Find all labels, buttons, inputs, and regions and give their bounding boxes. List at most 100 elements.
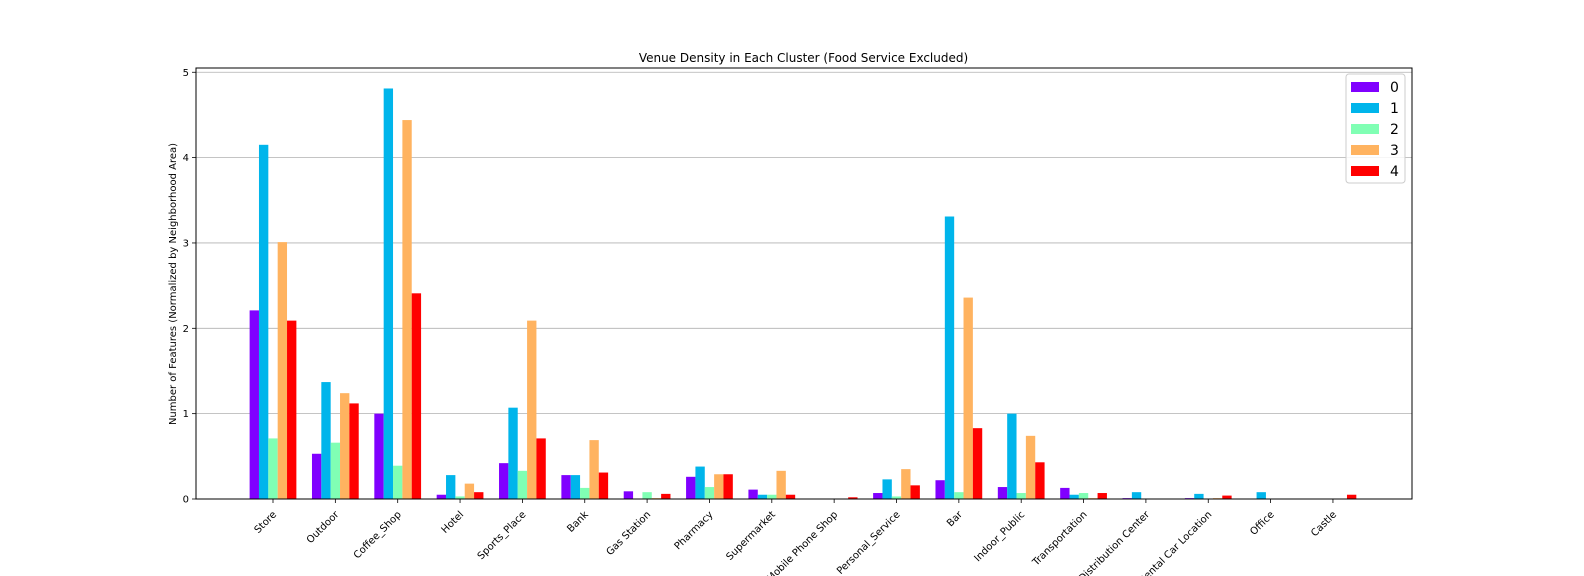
bar	[873, 493, 883, 499]
bar	[536, 438, 546, 499]
bar	[910, 485, 920, 499]
bar	[767, 494, 777, 499]
bar	[561, 475, 571, 499]
bar	[474, 492, 484, 499]
bar	[882, 479, 892, 499]
bar	[517, 470, 528, 499]
bar	[1016, 493, 1026, 499]
bar	[757, 494, 768, 499]
bar	[1078, 493, 1089, 499]
bar	[258, 144, 269, 499]
legend-swatch	[1351, 124, 1379, 134]
x-tick-label: Personal_Service	[835, 509, 903, 576]
bar	[1131, 492, 1142, 499]
y-tick-label: 1	[183, 409, 189, 420]
bar	[714, 474, 724, 499]
y-axis-label: Number of Features (Normalized by Neighb…	[168, 143, 179, 425]
bar	[436, 494, 447, 499]
bar	[383, 88, 394, 500]
x-tick-label: Gas Station	[605, 509, 654, 558]
bar	[1097, 493, 1107, 499]
bar	[527, 320, 537, 499]
x-tick-label: Mobile Phone Shop	[765, 509, 840, 576]
bar	[321, 382, 331, 499]
bar	[944, 216, 955, 499]
legend-swatch	[1351, 166, 1379, 176]
legend-label: 1	[1390, 101, 1399, 117]
y-axis: 0 1 2 3 4 5	[183, 68, 196, 506]
bar	[661, 493, 671, 499]
bar	[1060, 487, 1070, 499]
legend-label: 0	[1390, 80, 1399, 96]
bar	[954, 492, 964, 499]
x-tick-label: Castle	[1309, 509, 1339, 539]
bar	[1025, 435, 1036, 499]
bar	[340, 393, 350, 499]
legend-swatch	[1351, 103, 1379, 113]
x-tick-label: Pharmacy	[673, 509, 716, 552]
bar	[311, 453, 322, 499]
bar	[723, 474, 733, 499]
x-tick-label: Bank	[565, 509, 591, 535]
bar	[776, 470, 786, 499]
bar	[277, 242, 288, 499]
bar	[1222, 495, 1232, 499]
y-tick-label: 4	[183, 153, 189, 164]
x-tick-label: Store	[253, 509, 279, 535]
bar	[411, 293, 422, 499]
bar	[268, 438, 278, 499]
x-tick-label: Office	[1248, 509, 1276, 537]
bar	[598, 472, 609, 499]
bar	[1346, 494, 1357, 499]
bar	[1035, 462, 1045, 499]
bar	[455, 496, 465, 499]
bar	[1256, 492, 1266, 499]
bar	[748, 489, 758, 499]
bar	[508, 407, 518, 499]
bar	[972, 428, 983, 499]
x-axis: Store Outdoor Coffee_Shop Hotel Sports_Place…	[253, 499, 1339, 576]
x-tick-label: Supermarket	[724, 509, 778, 563]
bar	[785, 494, 796, 499]
bars	[249, 88, 1357, 500]
y-tick-label: 2	[183, 324, 189, 335]
bar	[1194, 493, 1204, 499]
bar	[330, 442, 341, 499]
bar	[446, 475, 456, 499]
x-tick-label: Indoor_Public	[972, 509, 1027, 564]
bar	[464, 483, 475, 499]
y-tick-label: 0	[183, 495, 189, 506]
legend-label: 4	[1390, 164, 1399, 180]
x-tick-label: Distribution Center	[1077, 509, 1153, 576]
bar	[393, 465, 403, 499]
bar	[686, 476, 696, 499]
x-tick-label: Sports_Place	[476, 509, 529, 562]
bar	[249, 310, 259, 499]
plot-frame	[195, 67, 1413, 500]
bar	[848, 497, 858, 499]
legend: 0 1 2 3 4	[1345, 73, 1406, 184]
x-tick-label: Coffee_Shop	[352, 509, 404, 561]
y-tick-label: 3	[183, 238, 189, 249]
legend-swatch	[1351, 145, 1379, 155]
bar	[997, 487, 1008, 499]
x-tick-label: Bar	[945, 509, 965, 529]
bar	[589, 440, 599, 499]
bar	[963, 297, 973, 499]
bar	[499, 463, 509, 499]
bar	[1069, 494, 1079, 499]
x-tick-label: Hotel	[440, 509, 467, 536]
chart-title: Venue Density in Each Cluster (Food Serv…	[639, 51, 968, 65]
bar	[901, 469, 911, 499]
legend-swatch	[1351, 82, 1379, 92]
y-tick-label: 5	[183, 68, 189, 79]
bar	[349, 403, 359, 499]
bar	[623, 491, 634, 499]
bar	[287, 320, 297, 499]
bar	[704, 487, 715, 499]
bar	[1007, 413, 1017, 499]
legend-label: 2	[1390, 122, 1399, 138]
bar	[642, 492, 652, 499]
bar	[935, 480, 945, 499]
